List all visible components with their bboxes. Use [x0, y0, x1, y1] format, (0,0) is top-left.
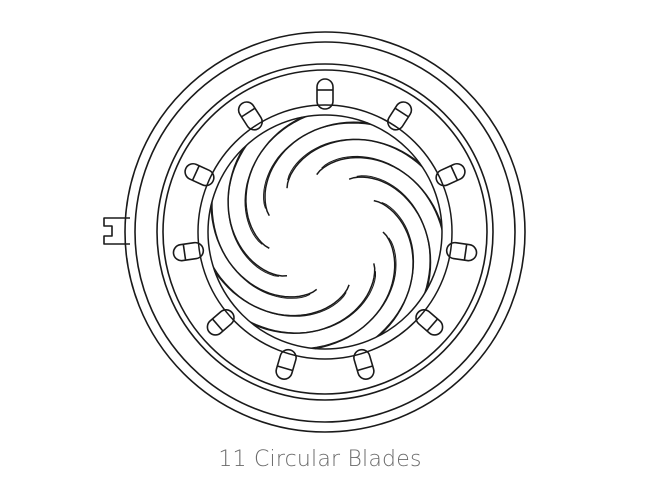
blade-edge [214, 270, 350, 317]
blade-pin [237, 101, 263, 131]
blade-pin [353, 348, 375, 380]
blade-pin [206, 308, 235, 336]
blade-pins [172, 78, 478, 380]
blade-edge-inner [212, 266, 347, 317]
blade-edge-inner [356, 175, 431, 294]
blade-edge-inner [310, 237, 397, 349]
caption-label: 11 Circular Blades [218, 447, 422, 472]
blade-edge-inner [227, 144, 279, 277]
blade-edge-inner [211, 200, 311, 299]
blade-pin [172, 241, 205, 262]
blade-housing-inner [207, 114, 443, 350]
blade-edge-inner [374, 201, 415, 339]
blades [210, 116, 443, 350]
side-tab [103, 217, 130, 245]
blade-edge [373, 199, 414, 337]
blade-edge [348, 176, 432, 290]
blade-edge-inner [321, 155, 443, 231]
blade-pin [415, 308, 444, 336]
track-ring-inner [162, 69, 488, 395]
blade-edge [286, 138, 421, 189]
blade-edge-inner [244, 116, 307, 245]
blade-pin [387, 101, 413, 131]
blade-edge [210, 205, 318, 298]
blade-pin [184, 162, 215, 187]
blade-edge [227, 147, 288, 277]
blade-edge [253, 263, 376, 334]
outer-ring-inner-edge [134, 41, 516, 423]
blade-pin [316, 78, 334, 110]
blade-housing-ring [197, 104, 453, 360]
blade-edge-inner [249, 271, 376, 334]
blade-edge [316, 156, 443, 226]
blade-assembly [197, 104, 453, 360]
blade-pin [275, 348, 297, 380]
blade-edge-inner [287, 138, 423, 181]
blade-pin [445, 241, 478, 262]
blade-pin [435, 162, 466, 187]
blade-edge [314, 231, 396, 350]
track-ring-outer [156, 63, 494, 401]
outer-ring [124, 31, 526, 433]
blade-edge-inner [263, 122, 372, 209]
blade-edge [245, 116, 303, 249]
blade-edge [264, 121, 368, 217]
aperture-mount [103, 31, 526, 433]
